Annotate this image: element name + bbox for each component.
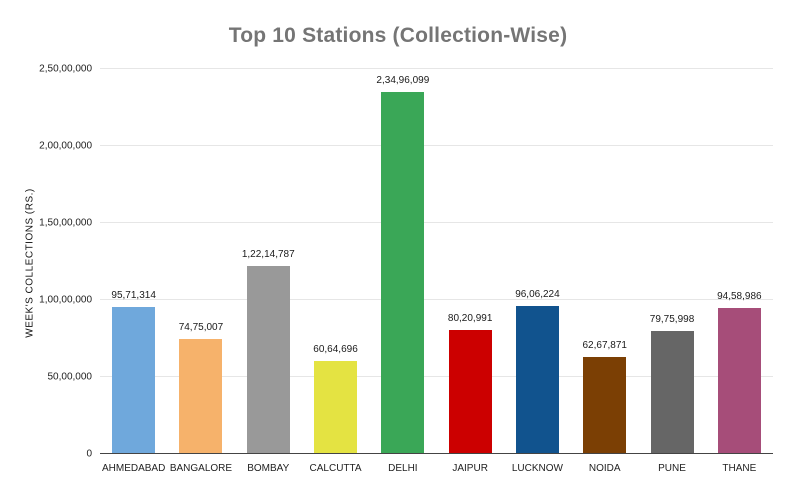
value-label-bangalore: 74,75,007 [178,321,224,333]
bar-slot-calcutta: 60,64,696 CALCUTTA [302,69,369,474]
gridline [100,376,773,377]
x-axis-label-noida: NOIDA [588,463,621,474]
x-axis-label-delhi: DELHI [388,463,418,474]
bar-slot-lucknow: 96,06,224 LUCKNOW [504,69,571,474]
y-tick-label: 0 [86,448,92,460]
bar-slot-ahmedabad: 95,71,314 AHMEDABAD [100,69,167,474]
value-label-ahmedabad: 95,71,314 [111,289,156,301]
x-axis-label-pune: PUNE [658,463,686,474]
value-label-thane: 94,58,986 [717,291,762,303]
value-label-bombay: 1,22,14,787 [241,248,295,260]
chart-title: Top 10 Stations (Collection-Wise) [228,24,568,47]
value-label-calcutta: 60,64,696 [313,343,358,355]
bar-lucknow [515,306,559,454]
y-tick-label: 2,50,00,000 [39,63,92,75]
bar-calcutta [314,360,358,454]
bar-slot-bangalore: 74,75,007 BANGALORE [167,69,234,474]
bar-slot-noida: 62,67,871 NOIDA [571,69,638,474]
x-axis-label-bombay: BOMBAY [247,463,290,474]
gridline [100,299,773,300]
y-tick-label: 50,00,000 [47,371,93,383]
gridline [100,222,773,223]
y-axis-title: WEEK'S COLLECTIONS (RS.) [24,188,36,338]
x-axis-label-jaipur: JAIPUR [452,463,488,474]
gridline [100,145,773,146]
bar-pune [650,331,694,454]
gridline [100,68,773,69]
x-axis-label-bangalore: BANGALORE [169,463,233,474]
bar-delhi [381,92,425,454]
value-label-jaipur: 80,20,991 [447,313,493,325]
value-label-delhi: 2,34,96,099 [376,75,430,87]
value-label-noida: 62,67,871 [582,340,627,352]
x-axis-label-calcutta: CALCUTTA [309,463,362,474]
bar-slot-thane: 94,58,986 THANE [706,69,773,474]
bar-thane [717,308,761,454]
x-axis-line [100,453,773,454]
bar-slot-pune: 79,75,998 PUNE [638,69,705,474]
bar-slot-delhi: 2,34,96,099 DELHI [369,69,436,474]
plot-area: 0 50,00,000 1,00,00,000 1,50,00,000 2,00,00,… [39,64,773,474]
bar-noida [583,357,627,454]
x-axis-label-ahmedabad: AHMEDABAD [101,463,166,474]
bar-ahmedabad [112,306,156,454]
x-axis-label-thane: THANE [722,463,757,474]
y-tick-label: 1,50,00,000 [39,217,92,229]
x-axis-label-lucknow: LUCKNOW [511,463,563,474]
bar-bangalore [179,338,223,454]
bar-jaipur [448,330,492,454]
bar-slot-jaipur: 80,20,991 JAIPUR [437,69,504,474]
y-tick-label: 1,00,00,000 [39,294,92,306]
y-tick-label: 2,00,00,000 [39,140,92,152]
value-label-lucknow: 96,06,224 [515,289,560,301]
value-label-pune: 79,75,998 [649,314,695,326]
bar-slot-bombay: 1,22,14,787 BOMBAY [235,69,302,474]
bar-bombay [246,265,290,454]
